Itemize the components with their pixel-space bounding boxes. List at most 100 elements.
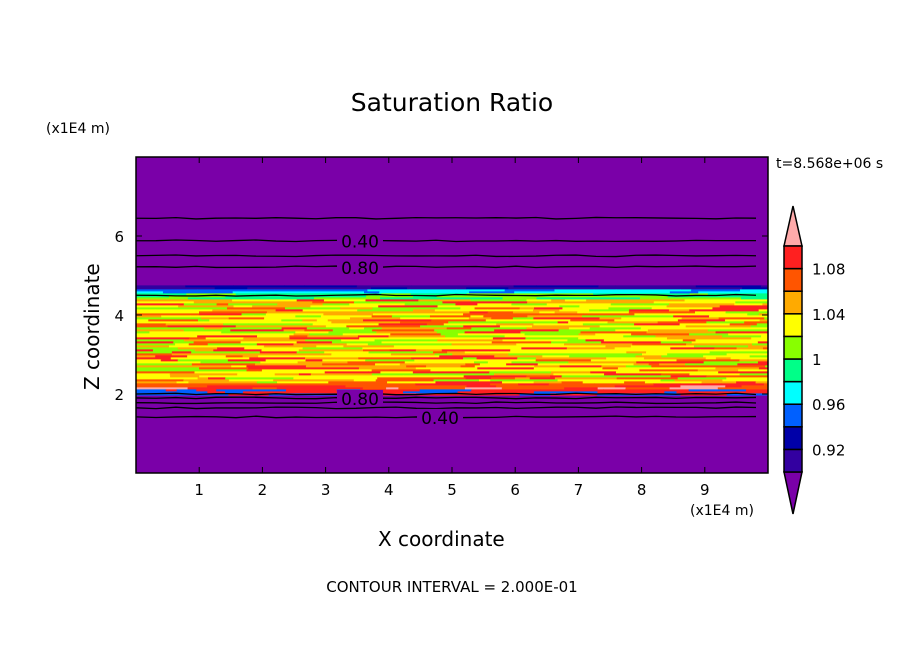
field-cell bbox=[525, 337, 579, 340]
field-cell bbox=[296, 351, 325, 354]
field-cell bbox=[596, 301, 655, 304]
field-cell bbox=[317, 347, 363, 350]
field-cell bbox=[722, 379, 743, 382]
field-cell bbox=[684, 299, 715, 302]
field-cell bbox=[755, 381, 769, 384]
field-cell bbox=[601, 341, 662, 344]
field-cell bbox=[751, 337, 769, 340]
field-cell bbox=[177, 359, 229, 362]
field-cell bbox=[434, 329, 495, 332]
field-cell bbox=[165, 389, 178, 392]
field-cell bbox=[249, 357, 306, 360]
field-cell bbox=[605, 287, 658, 290]
field-cell bbox=[136, 333, 189, 336]
field-cell bbox=[372, 313, 441, 316]
field-cell bbox=[136, 299, 187, 302]
field-cell bbox=[624, 315, 663, 318]
field-cell bbox=[653, 383, 681, 386]
field-cell bbox=[387, 381, 436, 384]
field-cell bbox=[149, 331, 172, 334]
field-cell bbox=[329, 307, 341, 310]
field-cell bbox=[310, 389, 338, 392]
field-cell bbox=[136, 303, 185, 306]
field-cell bbox=[489, 371, 552, 374]
field-cell bbox=[676, 359, 699, 362]
field-cell bbox=[284, 285, 305, 288]
field-cell bbox=[331, 353, 392, 356]
field-cell bbox=[414, 307, 461, 310]
field-cell bbox=[757, 361, 769, 364]
field-cell bbox=[615, 329, 628, 332]
field-cell bbox=[193, 341, 221, 344]
field-cell bbox=[312, 323, 380, 326]
field-cell bbox=[553, 373, 605, 376]
field-cell bbox=[466, 287, 509, 290]
field-cell bbox=[188, 343, 209, 346]
field-cell bbox=[365, 303, 406, 306]
contour-label-bg bbox=[417, 408, 463, 424]
field-cell bbox=[677, 319, 726, 322]
field-cell bbox=[437, 305, 506, 308]
field-cell bbox=[302, 347, 318, 350]
field-cell bbox=[740, 327, 769, 330]
field-cell bbox=[452, 353, 509, 356]
field-cell bbox=[687, 313, 715, 316]
field-cell bbox=[183, 329, 231, 332]
field-cell bbox=[759, 319, 769, 322]
contour-line bbox=[135, 293, 757, 297]
field-cell bbox=[697, 369, 739, 372]
field-cell bbox=[578, 337, 600, 340]
field-cell bbox=[761, 335, 769, 338]
field-cell bbox=[566, 347, 616, 350]
field-cell bbox=[500, 303, 512, 306]
field-cell bbox=[364, 383, 416, 386]
field-cell bbox=[310, 305, 379, 308]
field-cell bbox=[410, 293, 443, 296]
field-cell bbox=[434, 353, 453, 356]
field-cell bbox=[384, 365, 407, 368]
field-cell bbox=[624, 389, 690, 392]
field-cell bbox=[483, 315, 528, 318]
field-cell bbox=[579, 349, 633, 352]
field-cell bbox=[490, 377, 516, 380]
field-cell bbox=[252, 387, 278, 390]
field-cell bbox=[583, 343, 633, 346]
field-cell bbox=[287, 347, 304, 350]
field-cell bbox=[136, 347, 179, 350]
field-cell bbox=[615, 295, 669, 298]
field-cell bbox=[426, 349, 443, 352]
field-cell bbox=[371, 373, 430, 376]
field-cell bbox=[232, 299, 298, 302]
field-cell bbox=[491, 317, 514, 320]
field-cell bbox=[136, 295, 153, 298]
field-cell bbox=[232, 297, 270, 300]
field-cell bbox=[679, 371, 719, 374]
field-cell bbox=[744, 321, 768, 324]
field-cell bbox=[447, 345, 496, 348]
field-cell bbox=[468, 317, 492, 320]
field-cell bbox=[242, 333, 295, 336]
field-cell bbox=[362, 347, 402, 350]
field-cell bbox=[749, 355, 769, 358]
field-cell bbox=[225, 377, 294, 380]
field-cell bbox=[629, 309, 670, 312]
field-cell bbox=[208, 383, 278, 386]
field-cell bbox=[561, 375, 629, 378]
field-cell bbox=[512, 311, 540, 314]
field-cell bbox=[205, 333, 243, 336]
field-cell bbox=[378, 323, 428, 326]
field-cell bbox=[241, 313, 267, 316]
field-cell bbox=[178, 305, 235, 308]
field-cell bbox=[567, 339, 587, 342]
field-cell bbox=[741, 385, 769, 388]
field-cell bbox=[231, 365, 247, 368]
field-cell bbox=[356, 375, 404, 378]
field-cell bbox=[353, 301, 382, 304]
field-cell bbox=[568, 327, 591, 330]
field-cell bbox=[357, 335, 390, 338]
field-cell bbox=[265, 313, 324, 316]
field-cell bbox=[152, 349, 196, 352]
field-cell bbox=[532, 325, 601, 328]
field-cell bbox=[550, 393, 598, 396]
field-cell bbox=[325, 325, 347, 328]
